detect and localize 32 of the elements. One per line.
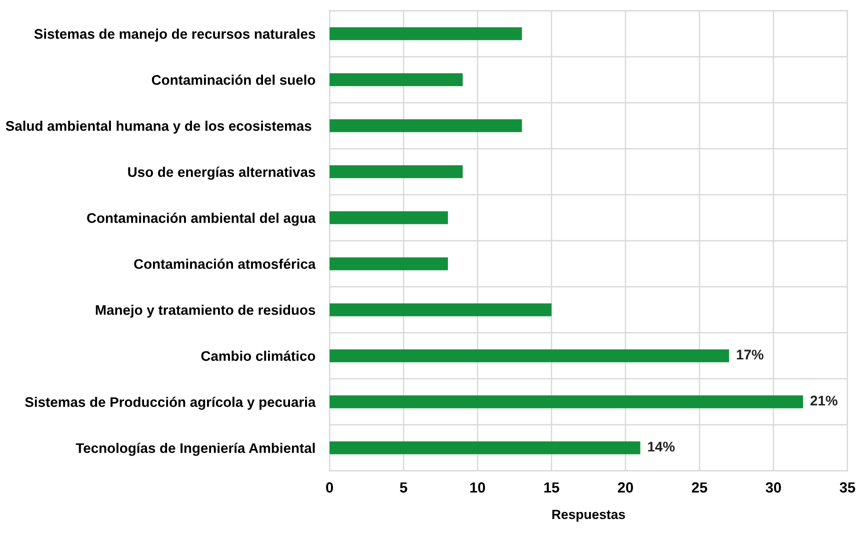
y-tick-label: Contaminación atmosférica xyxy=(134,258,316,269)
x-tick-label: 30 xyxy=(766,482,781,493)
y-tick-label: Sistemas de manejo de recursos naturales xyxy=(34,28,316,42)
y-tick-label: Uso de energías alternativas xyxy=(128,166,316,180)
x-tick-label: 15 xyxy=(544,482,560,493)
x-tick-label: 0 xyxy=(326,482,334,493)
bar xyxy=(330,257,448,270)
bar xyxy=(330,119,522,132)
bar xyxy=(330,211,448,224)
annotation: 17% xyxy=(736,350,764,360)
annotation: 14% xyxy=(648,442,675,452)
x-axis-title: Respuestas xyxy=(552,510,625,522)
x-tick-label: 10 xyxy=(470,482,486,493)
y-tick-label: Salud ambiental humana y de los ecosistemas xyxy=(6,120,312,134)
bar xyxy=(330,395,804,408)
bar xyxy=(330,349,730,362)
y-tick-label: Sistemas de Producción agrícola y pecuaria xyxy=(25,396,316,410)
x-tick-label: 5 xyxy=(400,482,408,493)
bar xyxy=(330,165,463,178)
x-tick-label: 20 xyxy=(618,482,634,493)
bar xyxy=(330,73,463,86)
y-tick-label: Contaminación del suelo xyxy=(152,74,316,85)
y-tick-label: Contaminación ambiental del agua xyxy=(87,212,316,226)
x-tick-label: 35 xyxy=(840,482,856,493)
bar xyxy=(330,441,640,454)
y-tick-label: Cambio climático xyxy=(201,350,316,361)
y-tick-label: Manejo y tratamiento de residuos xyxy=(96,304,316,318)
annotation: 21% xyxy=(810,396,838,406)
bar xyxy=(330,27,522,40)
bar xyxy=(330,303,552,316)
y-tick-label: Tecnologías de Ingeniería Ambiental xyxy=(76,442,315,456)
x-tick-label: 25 xyxy=(692,482,708,493)
